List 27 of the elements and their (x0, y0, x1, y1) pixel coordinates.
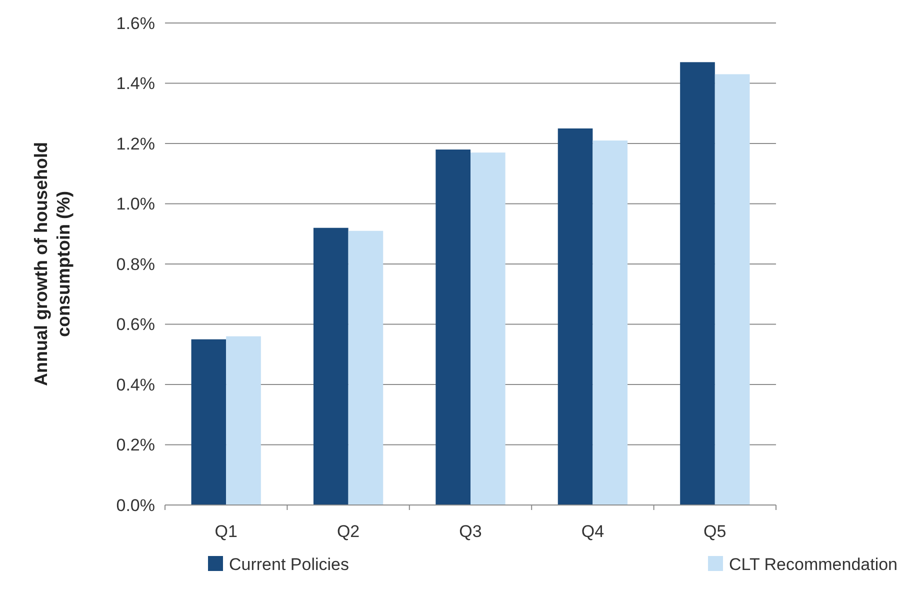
bar (436, 150, 470, 505)
y-axis-title: Annual growth of household consumptoin (%) (31, 142, 74, 386)
x-tick-label: Q1 (214, 522, 238, 541)
bar (191, 339, 226, 505)
bar (313, 228, 348, 505)
x-tick-label: Q2 (336, 522, 360, 541)
bar (226, 336, 261, 505)
bar (470, 152, 506, 505)
bar (680, 62, 715, 505)
x-tick-label: Q4 (581, 522, 604, 541)
y-tick-label: 0.2% (116, 436, 155, 455)
bar (348, 230, 384, 505)
bar (714, 74, 750, 505)
y-tick-label: 1.4% (116, 74, 155, 94)
y-tick-label: 0.6% (116, 315, 155, 334)
y-tick-label: 0.4% (116, 375, 155, 394)
x-tick-label: Q3 (459, 522, 482, 541)
x-tick-label: Q5 (704, 522, 726, 541)
y-tick-label: 1.0% (116, 194, 155, 214)
bar (592, 140, 628, 505)
y-tick-label: 1.2% (116, 134, 155, 154)
y-tick-label: 0.8% (116, 254, 155, 274)
legend-label: CLT Recommendation (729, 554, 898, 574)
y-tick-label: 1.6% (116, 14, 155, 33)
bar (558, 128, 593, 505)
y-tick-label: 0.0% (116, 496, 155, 515)
legend-label: Current Policies (229, 554, 349, 574)
